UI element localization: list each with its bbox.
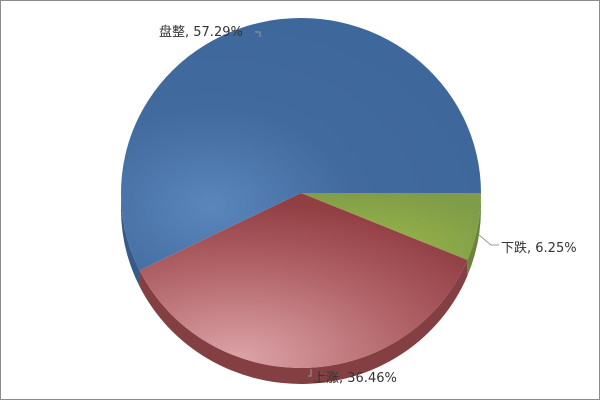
label-xiadie: 下跌, 6.25% <box>501 240 577 256</box>
pie-side-0 <box>467 193 481 276</box>
leader-line-shangzhang <box>308 369 312 377</box>
label-pangzheng: 盘整, 57.29% <box>159 24 243 40</box>
pie-slice-下跌[interactable] <box>301 193 481 260</box>
pie-slice-上涨[interactable] <box>139 193 468 368</box>
label-shangzhang: 上涨, 36.46% <box>313 371 397 386</box>
pie-slice-盘整[interactable] <box>121 18 482 271</box>
leader-line-xiadie <box>478 234 499 246</box>
pie-side-1 <box>139 259 468 384</box>
pie-side-2 <box>121 193 140 287</box>
leader-line-pangzheng <box>255 31 261 37</box>
